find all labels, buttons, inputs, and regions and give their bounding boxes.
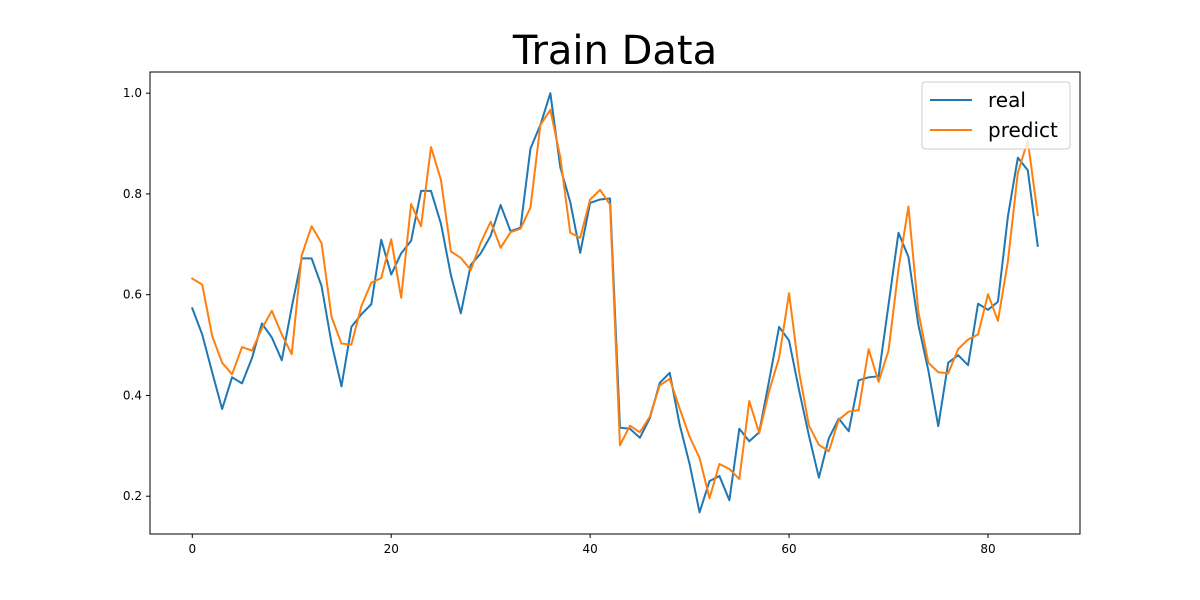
x-tick-label: 40 <box>582 542 597 556</box>
y-tick-label: 0.6 <box>123 288 142 302</box>
y-tick-label: 1.0 <box>123 86 142 100</box>
chart-title: Train Data <box>512 28 717 74</box>
series-layer <box>190 92 1039 514</box>
x-axis: 0 20 40 60 80 <box>188 534 996 556</box>
y-tick-label: 0.4 <box>123 388 142 402</box>
x-tick-label: 80 <box>980 542 995 556</box>
series-line-predict <box>190 108 1039 500</box>
x-tick-label: 0 <box>188 542 196 556</box>
y-tick-label: 0.8 <box>123 187 142 201</box>
x-tick-label: 20 <box>384 542 399 556</box>
legend: real predict <box>921 81 1071 150</box>
legend-label-real: real <box>988 88 1026 112</box>
legend-label-predict: predict <box>988 118 1058 142</box>
plot-area <box>149 71 1081 535</box>
legend-box <box>921 81 1071 150</box>
y-axis: 0.2 0.4 0.6 0.8 1.0 <box>123 86 150 503</box>
y-tick-label: 0.2 <box>123 489 142 503</box>
x-tick-label: 60 <box>781 542 796 556</box>
